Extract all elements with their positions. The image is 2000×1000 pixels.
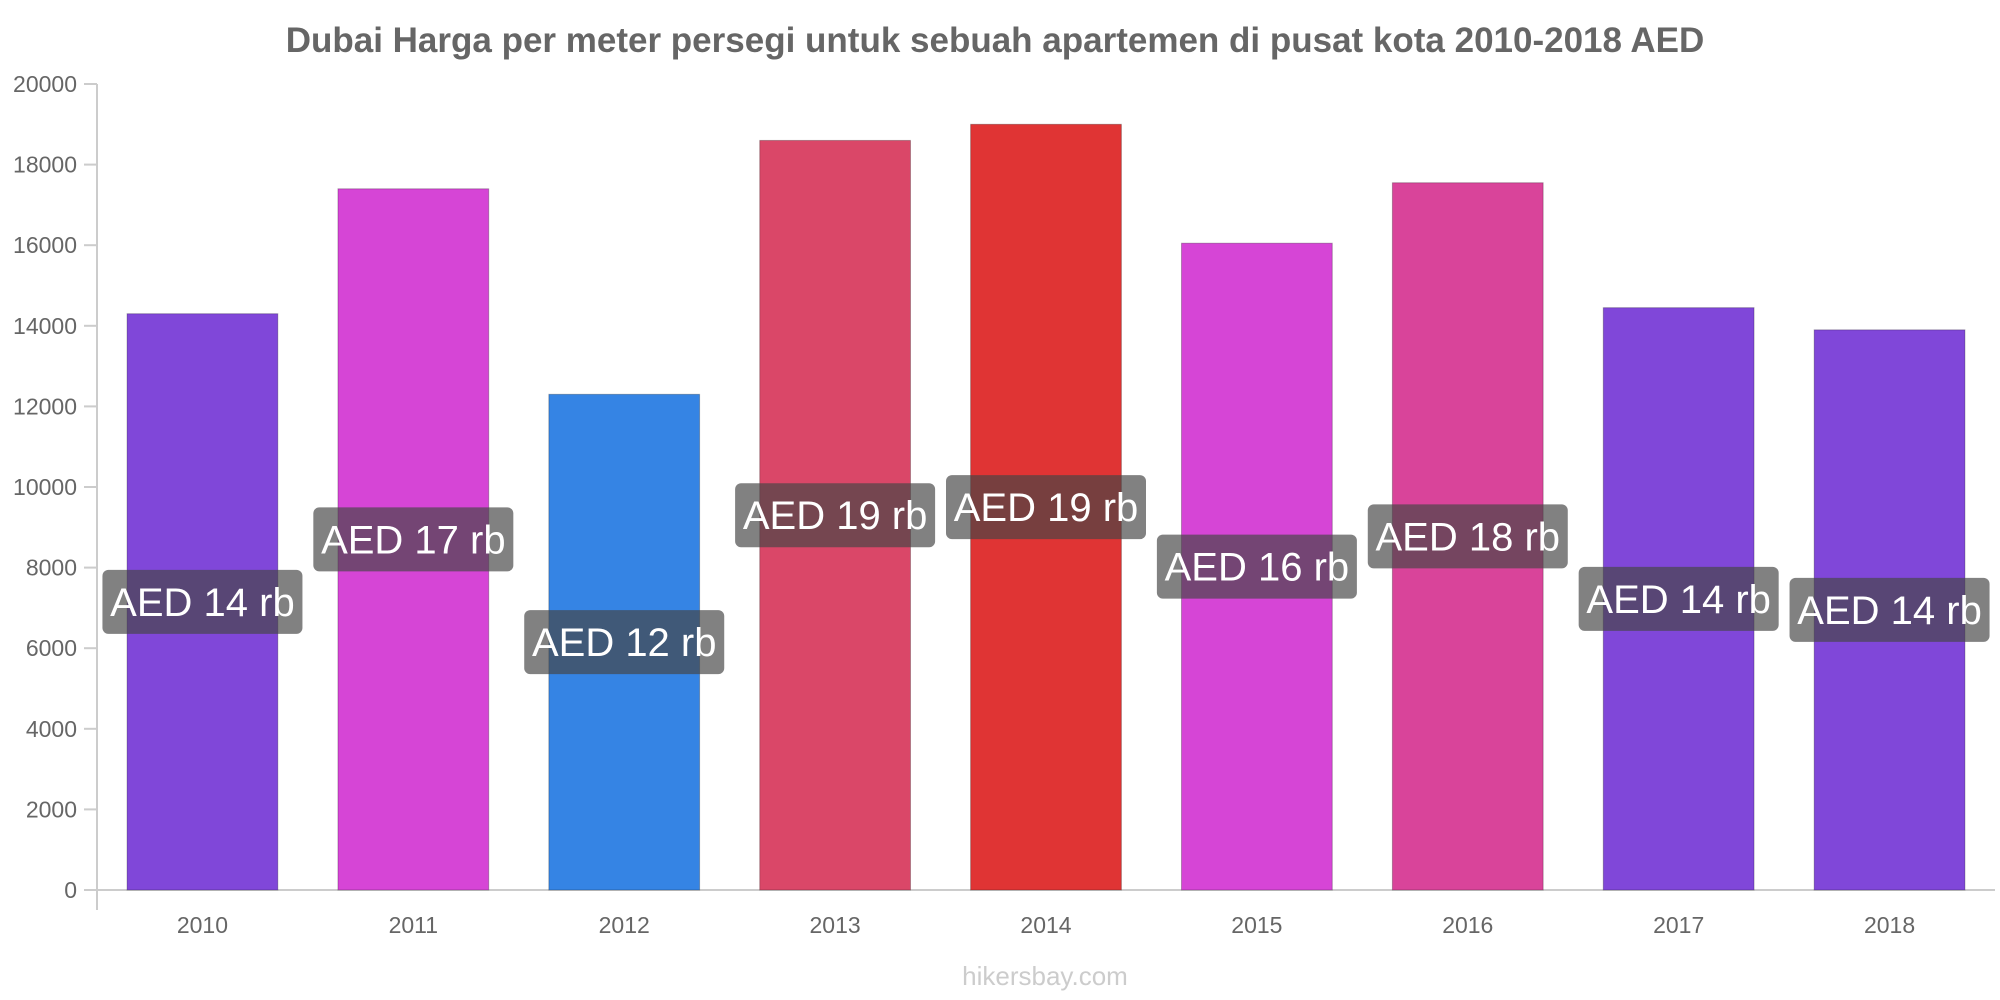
x-tick-label: 2016: [1442, 912, 1493, 938]
data-label-text: AED 19 rb: [954, 486, 1139, 530]
y-tick-label: 6000: [26, 635, 77, 661]
y-tick-label: 2000: [26, 796, 77, 822]
y-tick-label: 16000: [13, 232, 77, 258]
data-label-2016: AED 18 rb: [1367, 504, 1568, 569]
data-label-2010: AED 14 rb: [102, 569, 303, 634]
watermark: hikersbay.com: [962, 961, 1128, 991]
x-tick-label: 2012: [599, 912, 650, 938]
y-tick-label: 12000: [13, 393, 77, 419]
data-label-box: [102, 569, 303, 634]
data-label-text: AED 16 rb: [1165, 546, 1350, 590]
data-label-box: [524, 610, 725, 675]
data-label-2012: AED 12 rb: [524, 610, 725, 675]
data-label-box: [735, 483, 936, 548]
y-tick-label: 4000: [26, 716, 77, 742]
x-tick-label: 2010: [177, 912, 228, 938]
x-tick-label: 2018: [1864, 912, 1915, 938]
data-label-2013: AED 19 rb: [735, 483, 936, 548]
data-label-text: AED 14 rb: [110, 581, 295, 625]
x-tick-label: 2017: [1653, 912, 1704, 938]
x-tick-label: 2015: [1231, 912, 1282, 938]
x-tick-label: 2011: [389, 912, 438, 938]
x-tick-label: 2013: [810, 912, 861, 938]
data-label-2014: AED 19 rb: [946, 475, 1146, 540]
y-axis: 0 2000 4000 6000 8000 10000 12000 14000 16000 180…: [13, 71, 98, 910]
data-label-text: AED 19 rb: [743, 494, 928, 538]
x-tick-label: 2014: [1020, 912, 1071, 938]
y-tick-label: 0: [64, 877, 77, 903]
data-label-2018: AED 14 rb: [1789, 577, 1990, 642]
data-label-2011: AED 17 rb: [313, 507, 514, 572]
x-axis: 2010 2011 2012 2013 2014 2015 2016 2017 2018: [84, 889, 1995, 938]
data-label-box: [1789, 577, 1990, 642]
data-label-text: AED 17 rb: [321, 518, 506, 562]
y-tick-label: 20000: [13, 71, 77, 97]
data-label-box: [1156, 534, 1357, 599]
chart-title: Dubai Harga per meter persegi untuk sebu…: [286, 21, 1705, 60]
y-tick-label: 8000: [26, 555, 77, 581]
y-tick-label: 18000: [13, 152, 77, 178]
data-label-2015: AED 16 rb: [1156, 534, 1357, 599]
y-tick-label: 10000: [13, 474, 77, 500]
data-label-text: AED 18 rb: [1376, 515, 1561, 559]
data-label-box: [313, 507, 514, 572]
data-label-text: AED 14 rb: [1797, 589, 1982, 633]
data-label-2017: AED 14 rb: [1578, 566, 1779, 631]
data-labels: AED 14 rb AED 17 rb AED 12 rb AED 19 rb AED …: [102, 475, 1990, 675]
data-label-box: [1367, 504, 1568, 569]
y-tick-label: 14000: [13, 313, 77, 339]
data-label-text: AED 14 rb: [1586, 578, 1771, 622]
data-label-box: [1578, 566, 1779, 631]
data-label-text: AED 12 rb: [532, 621, 717, 665]
data-label-box: [946, 475, 1146, 540]
